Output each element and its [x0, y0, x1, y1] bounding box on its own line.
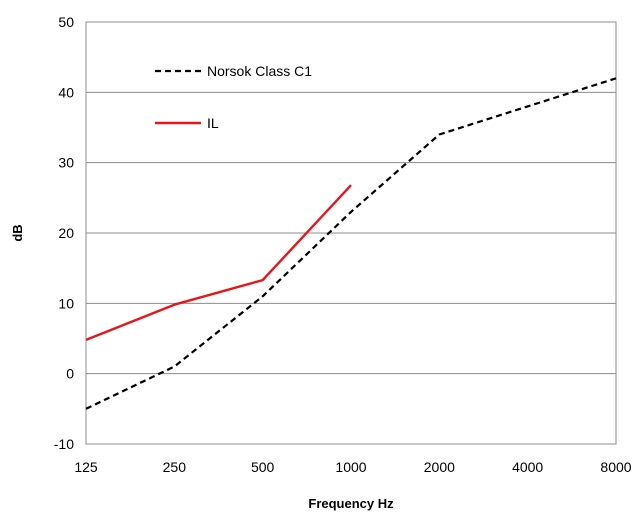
- legend: Norsok Class C1 IL: [155, 63, 312, 131]
- x-tick-label: 125: [74, 459, 98, 475]
- x-tick-label: 8000: [600, 459, 631, 475]
- y-tick-label: 10: [58, 295, 74, 311]
- x-tick-label: 250: [163, 459, 187, 475]
- legend-label-0: Norsok Class C1: [207, 63, 312, 79]
- y-tick-label: -10: [54, 436, 74, 452]
- y-tick-label: 40: [58, 84, 74, 100]
- series-lines: [85, 77, 617, 410]
- x-tick-label: 2000: [424, 459, 455, 475]
- x-axis-title: Frequency Hz: [308, 496, 394, 511]
- legend-label-1: IL: [207, 115, 219, 131]
- series-line-0: [85, 77, 617, 410]
- series-line-1: [85, 184, 352, 342]
- y-tick-label: 20: [58, 225, 74, 241]
- gridlines: [86, 91, 616, 375]
- y-tick-label: 50: [58, 14, 74, 30]
- x-tick-label: 4000: [512, 459, 543, 475]
- x-tick-label: 500: [251, 459, 275, 475]
- x-tick-label: 1000: [335, 459, 366, 475]
- y-tick-label: 0: [66, 366, 74, 382]
- y-tick-label: 30: [58, 155, 74, 171]
- y-axis-title: dB: [10, 224, 25, 241]
- tick-labels: -10 0 10 20 30 40 50 125 250 500 1000 2000 4000 8000: [54, 14, 632, 475]
